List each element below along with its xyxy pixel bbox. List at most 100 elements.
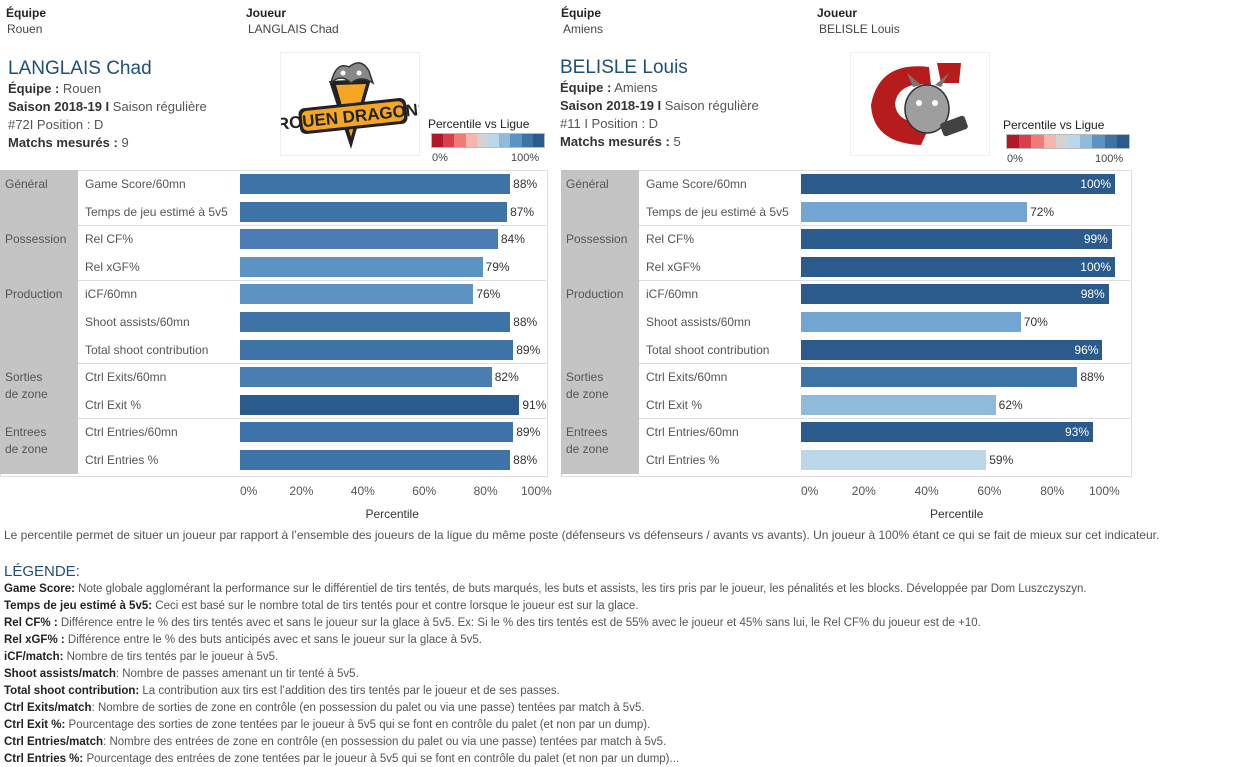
number-key: #72I Position <box>8 117 84 132</box>
bar-value-label: 93% <box>1064 425 1090 440</box>
player-filter-value-right[interactable]: BELISLE Louis <box>819 22 900 36</box>
percentile-bar[interactable] <box>240 422 514 443</box>
metric-label: Temps de jeu estimé à 5v5 <box>85 204 228 219</box>
legend-item-text: Différence entre le % des buts anticipés… <box>64 634 482 646</box>
group-separator <box>639 418 1130 420</box>
legend-item-text: La contribution aux tirs est l’addition … <box>139 685 560 697</box>
percentile-bar[interactable] <box>240 394 520 415</box>
percentile-bar[interactable] <box>801 450 987 470</box>
bar-value-label: 91% <box>522 397 547 412</box>
colour-legend-step <box>476 134 489 147</box>
metric-label: Ctrl Exit % <box>85 397 142 412</box>
season-key: Saison 2018-19 I <box>560 98 662 113</box>
percentile-bar[interactable] <box>801 422 1094 443</box>
percentile-bar[interactable] <box>240 367 492 388</box>
season-key: Saison 2018-19 I <box>8 99 110 114</box>
group-separator <box>78 280 546 282</box>
percentile-bar[interactable] <box>240 174 511 194</box>
metric-label: Rel CF% <box>646 232 695 247</box>
group-label: Possession <box>0 225 78 281</box>
colour-legend-step <box>1007 135 1020 148</box>
percentile-bar[interactable] <box>801 284 1109 305</box>
bar-value-label: 96% <box>1074 342 1099 357</box>
group-label: Possession <box>561 225 639 281</box>
legend-item: Total shoot contribution: La contributio… <box>4 685 560 697</box>
metric-label: Ctrl Exits/60mn <box>85 370 167 385</box>
colour-legend-max-left: 100% <box>511 152 540 164</box>
percentile-bar[interactable] <box>801 394 996 415</box>
player-info-right: Équipe : Amiens Saison 2018-19 I Saison … <box>560 79 759 151</box>
colour-legend-step <box>499 134 511 147</box>
colour-legend-step <box>1055 135 1069 148</box>
bar-value-label: 88% <box>513 177 538 191</box>
team-key: Équipe : <box>560 80 612 95</box>
percentile-bar[interactable] <box>240 312 511 332</box>
colour-legend-step <box>465 134 477 147</box>
percentile-bar[interactable] <box>801 367 1078 388</box>
player-filter-value-left[interactable]: LANGLAIS Chad <box>248 22 339 36</box>
percentile-bar[interactable] <box>240 201 508 222</box>
percentile-bar[interactable] <box>801 312 1021 332</box>
colour-legend-step <box>432 134 444 147</box>
x-tick-label: 100% <box>521 484 552 498</box>
metric-label: Shoot assists/60mn <box>646 315 751 329</box>
team-filter-value-right[interactable]: Amiens <box>563 22 604 36</box>
legend-item-text: Pourcentage des sorties de zone tentées … <box>65 719 651 731</box>
team-filter-label-right: Équipe <box>561 6 602 20</box>
player-name-left: LANGLAIS Chad <box>8 58 152 79</box>
legend-item-key: Shoot assists/match <box>4 668 116 680</box>
bar-value-label: 76% <box>476 287 501 302</box>
percentile-bar[interactable] <box>240 256 483 277</box>
metric-label: Rel xGF% <box>85 259 140 274</box>
percentile-bar[interactable] <box>240 450 511 470</box>
percentile-note: Le percentile permet de situer un joueur… <box>4 528 1160 542</box>
percentile-bar[interactable] <box>801 201 1028 222</box>
player-info-left: Équipe : Rouen Saison 2018-19 I Saison r… <box>8 80 207 152</box>
group-separator <box>78 363 546 365</box>
legend-title: LÉGENDE: <box>4 563 80 580</box>
group-separator <box>639 280 1130 282</box>
position-value: : D <box>641 116 659 131</box>
team-value: Amiens <box>614 80 658 95</box>
x-axis-title: Percentile <box>930 507 984 521</box>
group-separator <box>78 418 546 420</box>
percentile-bar[interactable] <box>240 339 514 360</box>
metric-label: Shoot assists/60mn <box>85 315 190 329</box>
legend-item: Game Score: Note globale agglomérant la … <box>4 583 1087 595</box>
bar-value-label: 88% <box>513 315 538 329</box>
bar-value-label: 62% <box>998 397 1023 412</box>
percentile-bar[interactable] <box>801 256 1115 277</box>
legend-item-text: Note globale agglomérant la performance … <box>74 583 1087 595</box>
x-tick-label: 80% <box>473 484 498 498</box>
percentile-bar[interactable] <box>801 229 1112 250</box>
metric-label: Ctrl Exits/60mn <box>646 370 728 385</box>
metric-label: Ctrl Entries % <box>646 453 720 467</box>
bar-value-label: 99% <box>1083 232 1108 247</box>
colour-legend-step <box>1116 135 1130 148</box>
x-tick-label: 60% <box>977 484 1002 498</box>
group-label: Sorties de zone <box>561 363 639 419</box>
matches-key: Matchs mesurés : <box>8 135 118 150</box>
position-value: : D <box>86 117 104 132</box>
metric-label: iCF/60mn <box>85 287 138 302</box>
x-tick-label: 40% <box>350 484 375 498</box>
season-value: Saison régulière <box>112 99 207 114</box>
team-filter-value-left[interactable]: Rouen <box>7 22 43 36</box>
percentile-bar[interactable] <box>801 339 1103 360</box>
team-value: Rouen <box>62 81 102 96</box>
colour-legend-step <box>1031 135 1044 148</box>
percentile-bar[interactable] <box>240 284 474 305</box>
percentile-bar[interactable] <box>801 174 1115 194</box>
metric-label: Rel CF% <box>85 232 134 247</box>
colour-legend-title-right: Percentile vs Ligue <box>1003 118 1105 132</box>
player-filter-label-left: Joueur <box>246 6 287 20</box>
colour-legend-title-left: Percentile vs Ligue <box>428 117 530 131</box>
legend-item: Ctrl Entries/match: Nombre des entrées d… <box>4 736 666 748</box>
percentile-bar[interactable] <box>240 229 498 250</box>
metric-label: Temps de jeu estimé à 5v5 <box>646 204 789 219</box>
legend-item-key: Ctrl Entries/match <box>4 736 104 748</box>
colour-legend-step <box>521 134 533 147</box>
metric-label: Rel xGF% <box>646 259 701 274</box>
legend-item-text: : Nombre de sorties de zone en contrôle … <box>91 702 645 714</box>
colour-legend-step <box>443 134 455 147</box>
